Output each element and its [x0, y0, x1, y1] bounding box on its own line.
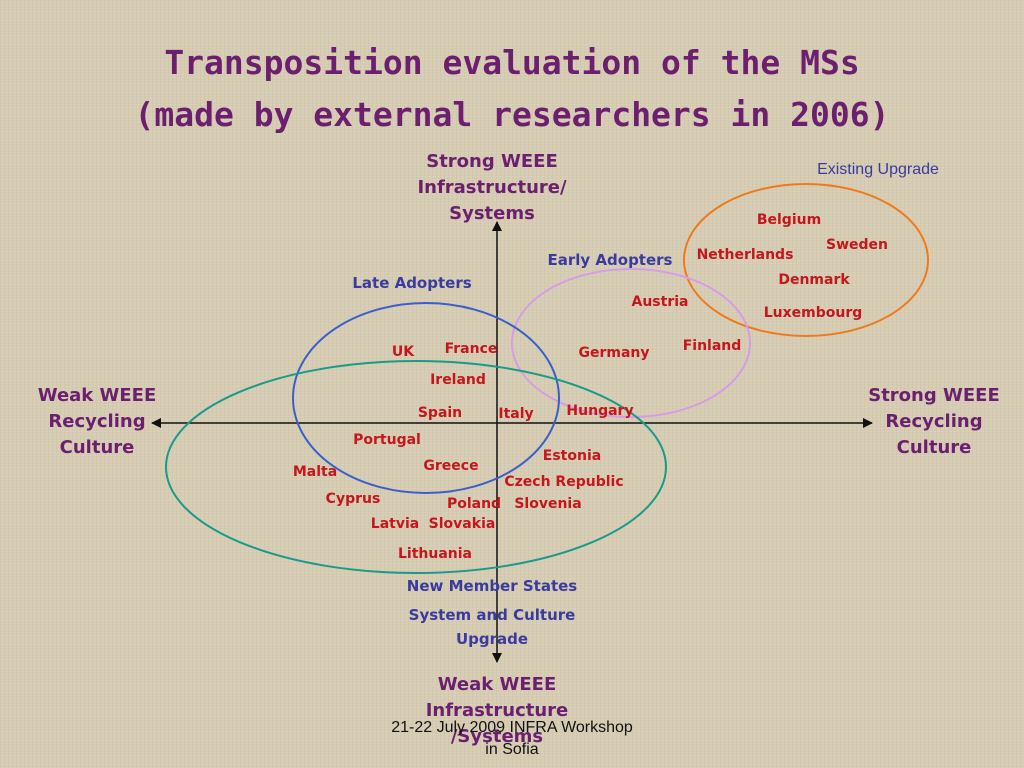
- country-austria: Austria: [631, 294, 689, 310]
- country-latvia: Latvia: [370, 516, 420, 532]
- slide-footer: 21-22 July 2009 INFRA Workshop in Sofia: [391, 717, 633, 761]
- group-label-system-culture-line2: Upgrade: [455, 630, 529, 648]
- group-label-early-adopters: Early Adopters: [547, 251, 673, 269]
- country-slovakia: Slovakia: [428, 516, 496, 532]
- country-germany: Germany: [578, 345, 650, 361]
- footer-line1: 21-22 July 2009 INFRA Workshop: [391, 719, 633, 736]
- group-label-existing-upgrade: Existing Upgrade: [817, 161, 939, 178]
- country-greece: Greece: [423, 458, 479, 474]
- slide-title-line1: Transposition evaluation of the MSs: [164, 43, 860, 82]
- footer-line2: in Sofia: [485, 741, 539, 758]
- country-malta: Malta: [292, 464, 338, 480]
- country-sweden: Sweden: [826, 237, 888, 253]
- country-lithuania: Lithuania: [397, 546, 473, 562]
- country-czech-republic: Czech Republic: [504, 474, 624, 490]
- axis-label-bottom: Weak WEEE Infrastructure/Systems: [425, 674, 569, 747]
- group-label-new-member-states: New Member States: [406, 577, 578, 595]
- country-luxembourg: Luxembourg: [763, 305, 863, 321]
- existing-upgrade-ellipse: [683, 183, 929, 337]
- new-member-states-ellipse: [165, 360, 667, 574]
- early-adopters-ellipse: [511, 268, 751, 418]
- country-poland: Poland: [446, 496, 502, 512]
- country-finland: Finland: [682, 338, 742, 354]
- country-italy: Italy: [498, 406, 534, 422]
- axis-label-right: Strong WEEE Recycling Culture: [868, 385, 1000, 458]
- country-hungary: Hungary: [566, 403, 634, 419]
- country-slovenia: Slovenia: [514, 496, 582, 512]
- country-portugal: Portugal: [353, 432, 421, 448]
- group-label-system-culture-line1: System and Culture: [408, 606, 576, 624]
- country-uk: UK: [391, 344, 415, 360]
- country-denmark: Denmark: [778, 272, 850, 288]
- country-cyprus: Cyprus: [325, 491, 381, 507]
- country-france: France: [444, 341, 498, 357]
- slide-title-line2: (made by external researchers in 2006): [134, 95, 890, 134]
- axis-label-left: Weak WEEE Recycling Culture: [37, 385, 157, 458]
- country-belgium: Belgium: [756, 212, 822, 228]
- late-adopters-ellipse: [292, 302, 560, 494]
- country-netherlands: Netherlands: [696, 247, 794, 263]
- country-estonia: Estonia: [542, 448, 602, 464]
- axis-label-top: Strong WEEE Infrastructure/Systems: [417, 151, 567, 224]
- group-label-late-adopters: Late Adopters: [352, 274, 472, 292]
- country-spain: Spain: [417, 405, 463, 421]
- country-ireland: Ireland: [430, 372, 486, 388]
